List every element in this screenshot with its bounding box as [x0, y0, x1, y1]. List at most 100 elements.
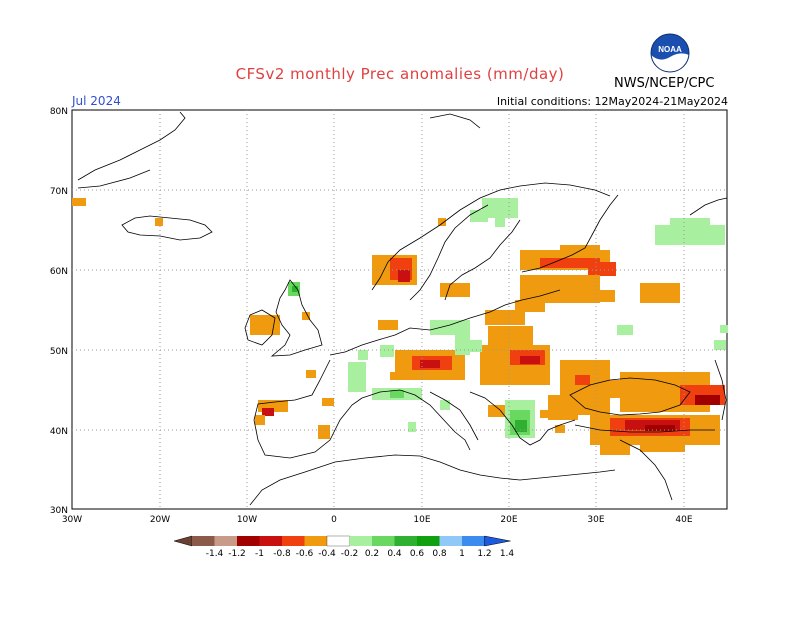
- anomaly-cell: [540, 258, 600, 268]
- colorbar-label: 1.4: [500, 549, 515, 559]
- lon-label: 20W: [150, 515, 170, 525]
- colorbar-label: -0.8: [273, 549, 291, 559]
- chart-title: CFSv2 monthly Prec anomalies (mm/day): [235, 65, 565, 83]
- anomaly-cell: [714, 340, 726, 350]
- coastlines: [77, 111, 728, 506]
- anomaly-cell: [438, 218, 446, 226]
- lat-label: 30N: [50, 506, 68, 516]
- colorbar-swatch: [394, 536, 417, 546]
- colorbar-label: -0.4: [318, 549, 336, 559]
- anomaly-cell: [695, 395, 720, 405]
- anomaly-cell: [640, 440, 685, 452]
- graticule: [72, 110, 727, 509]
- anomaly-cell: [306, 370, 316, 378]
- colorbar-swatch: [192, 536, 215, 546]
- colorbar-label: 0.8: [432, 549, 447, 559]
- anomaly-cell: [720, 325, 728, 333]
- lon-label: 30E: [587, 515, 604, 525]
- anomaly-cell: [72, 198, 86, 206]
- colorbar-left-arrow: [173, 535, 193, 547]
- anomaly-cell: [155, 218, 163, 226]
- colorbar-label: 0.4: [387, 549, 402, 559]
- anomaly-cell: [322, 398, 334, 406]
- agency-label: NWS/NCEP/CPC: [614, 76, 715, 91]
- anomaly-cell: [548, 395, 578, 420]
- colorbar-label: 0.6: [410, 549, 425, 559]
- anomaly-cell: [318, 425, 330, 439]
- colorbar-label: -1.4: [206, 549, 224, 559]
- anomaly-cell: [440, 400, 450, 410]
- colorbar-swatch: [372, 536, 395, 546]
- colorbar-swatch: [462, 536, 485, 546]
- anomaly-cell: [540, 410, 548, 418]
- lon-label: 10W: [237, 515, 257, 525]
- anomaly-cell: [258, 325, 272, 335]
- lat-label: 70N: [50, 187, 68, 197]
- colorbar-swatch: [259, 536, 282, 546]
- lat-label: 80N: [50, 107, 68, 117]
- anomaly-cell: [408, 422, 416, 432]
- colorbar-swatch: [237, 536, 260, 546]
- forecast-month: Jul 2024: [72, 94, 121, 108]
- anomaly-cell: [670, 218, 710, 230]
- anomaly-cell: [302, 312, 310, 320]
- anomaly-cell: [520, 356, 540, 364]
- lon-label: 10E: [413, 515, 430, 525]
- colorbar-swatch: [214, 536, 237, 546]
- anomaly-cell: [358, 350, 368, 360]
- anomaly-cell: [378, 320, 398, 330]
- anomaly-cell: [617, 325, 633, 335]
- anomaly-cell: [588, 262, 616, 276]
- lat-label: 60N: [50, 267, 68, 277]
- anomaly-cell: [255, 415, 265, 425]
- anomaly-cell: [488, 326, 533, 348]
- anomaly-cell: [575, 375, 590, 385]
- lon-label: 20E: [500, 515, 517, 525]
- colorbar-label: -0.2: [341, 549, 359, 559]
- lat-label: 50N: [50, 347, 68, 357]
- colorbar-swatch: [282, 536, 305, 546]
- lon-labels: 30W 20W 10W 0 10E 20E 30E 40E: [62, 515, 693, 525]
- anomaly-cell: [292, 286, 298, 292]
- anomaly-cell: [380, 345, 394, 357]
- anomaly-cell: [595, 290, 615, 302]
- anomaly-cell: [485, 310, 525, 325]
- anomaly-cell: [420, 360, 440, 368]
- anomaly-cell: [398, 270, 410, 282]
- anomaly-cell: [390, 390, 404, 398]
- colorbar-label: 1.2: [477, 549, 491, 559]
- lon-label: 0: [331, 515, 337, 525]
- lon-label: 40E: [675, 515, 692, 525]
- anomaly-cell: [555, 425, 565, 433]
- noaa-logo-icon: NOAA: [650, 33, 690, 73]
- lat-label: 40N: [50, 427, 68, 437]
- anomaly-cell: [390, 372, 410, 380]
- colorbar-swatch: [349, 536, 372, 546]
- lat-labels: 80N 70N 60N 50N 40N 30N: [50, 107, 68, 516]
- colorbar-label: -1: [255, 549, 264, 559]
- anomaly-cell: [262, 408, 274, 416]
- colorbar-swatch: [326, 535, 350, 547]
- anomaly-cell: [520, 275, 600, 303]
- anomaly-cell: [600, 440, 630, 455]
- colorbar-swatch: [439, 536, 462, 546]
- colorbar-label: -0.6: [296, 549, 314, 559]
- anomaly-cell: [515, 420, 527, 432]
- colorbar-swatch: [304, 536, 327, 546]
- anomaly-cell: [470, 210, 488, 222]
- colorbar-label: 1: [459, 549, 465, 559]
- initial-conditions: Initial conditions: 12May2024-21May2024: [496, 95, 728, 108]
- anomaly-cell: [495, 215, 505, 227]
- anomaly-cell: [348, 362, 366, 392]
- colorbar-label: -1.2: [228, 549, 246, 559]
- colorbar-label: 0.2: [365, 549, 379, 559]
- noaa-logo-text: NOAA: [658, 45, 682, 54]
- anomaly-cell: [645, 425, 675, 431]
- anomaly-cell: [640, 283, 680, 303]
- colorbar-right-arrow: [484, 535, 511, 547]
- anomaly-cell: [470, 340, 482, 352]
- anomaly-cell: [455, 330, 470, 355]
- lon-label: 30W: [62, 515, 82, 525]
